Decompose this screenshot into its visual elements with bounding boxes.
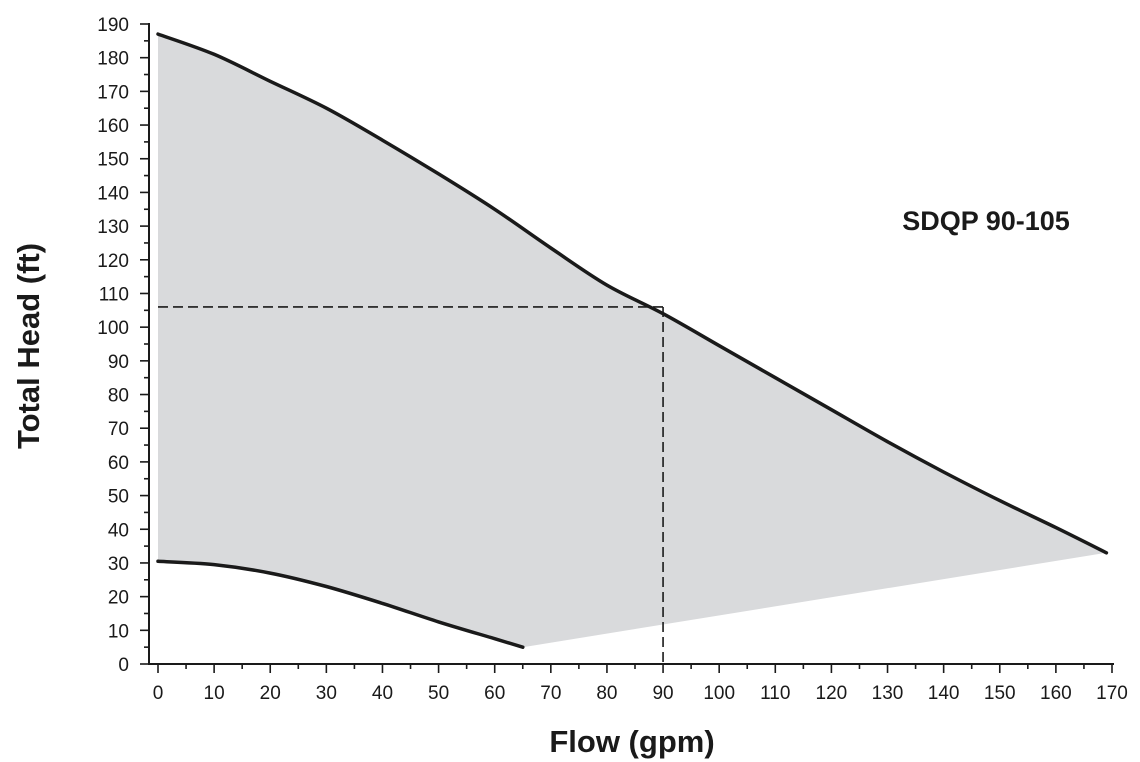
x-tick-label: 120 bbox=[816, 683, 848, 704]
x-tick-label: 20 bbox=[260, 683, 281, 704]
y-tick-label: 120 bbox=[97, 251, 129, 272]
y-tick-label: 90 bbox=[108, 352, 129, 373]
x-tick-label: 10 bbox=[204, 683, 225, 704]
x-tick-label: 60 bbox=[484, 683, 505, 704]
y-tick-label: 180 bbox=[97, 49, 129, 70]
y-tick-label: 50 bbox=[108, 487, 129, 508]
y-tick-label: 0 bbox=[118, 655, 129, 676]
x-tick-label: 140 bbox=[928, 683, 960, 704]
x-tick-label: 30 bbox=[316, 683, 337, 704]
x-axis-ticks: 0 10 20 30 40 50 60 70 80 90 100 110 120 130 140 150 160… bbox=[153, 664, 1128, 704]
operating-point-guides bbox=[158, 306, 664, 664]
x-tick-label: 80 bbox=[596, 683, 617, 704]
x-axis-title: Flow (gpm) bbox=[549, 724, 714, 759]
operating-region-fill bbox=[158, 34, 1107, 648]
y-tick-label: 140 bbox=[97, 183, 129, 204]
x-tick-label: 100 bbox=[703, 683, 735, 704]
model-label: SDQP 90-105 bbox=[902, 206, 1070, 236]
x-tick-label: 0 bbox=[153, 683, 164, 704]
operating-range-area bbox=[158, 34, 1107, 648]
y-tick-label: 40 bbox=[108, 520, 129, 541]
y-tick-label: 60 bbox=[108, 453, 129, 474]
x-tick-label: 130 bbox=[872, 683, 904, 704]
y-axis-ticks: 0 10 20 30 40 50 60 70 80 90 100 110 120 130 140 150 160… bbox=[97, 15, 149, 676]
y-tick-label: 190 bbox=[97, 15, 129, 36]
y-tick-label: 80 bbox=[108, 386, 129, 407]
x-tick-label: 50 bbox=[428, 683, 449, 704]
x-tick-label: 70 bbox=[540, 683, 561, 704]
x-tick-label: 170 bbox=[1096, 683, 1128, 704]
y-axis-title: Total Head (ft) bbox=[11, 243, 46, 449]
x-tick-label: 40 bbox=[372, 683, 393, 704]
y-tick-label: 160 bbox=[97, 116, 129, 137]
curves bbox=[156, 32, 1109, 649]
y-tick-label: 70 bbox=[108, 419, 129, 440]
y-tick-label: 100 bbox=[97, 318, 129, 339]
y-tick-label: 30 bbox=[108, 554, 129, 575]
y-tick-label: 170 bbox=[97, 82, 129, 103]
y-tick-label: 130 bbox=[97, 217, 129, 238]
min-head-curve bbox=[156, 559, 525, 649]
x-tick-label: 90 bbox=[652, 683, 673, 704]
y-tick-label: 10 bbox=[108, 621, 129, 642]
max-head-curve bbox=[156, 32, 1109, 555]
x-tick-label: 110 bbox=[760, 683, 790, 704]
x-tick-label: 160 bbox=[1040, 683, 1072, 704]
x-tick-label: 150 bbox=[984, 683, 1016, 704]
y-tick-label: 150 bbox=[97, 150, 129, 171]
y-tick-label: 110 bbox=[99, 284, 129, 305]
y-tick-label: 20 bbox=[108, 588, 129, 609]
